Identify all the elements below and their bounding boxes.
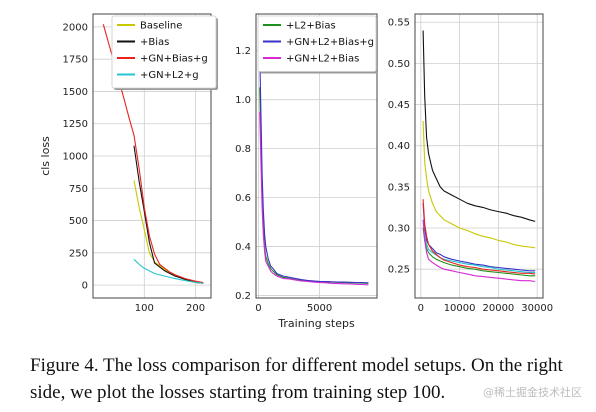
chart-panel-1: 100 200025050075010001250150017502000cls … <box>39 13 218 314</box>
x-tick-label: 200 <box>186 303 205 314</box>
x-tick-label: 10000 <box>444 303 476 314</box>
y-tick-label: 0.25 <box>388 265 410 276</box>
legend-entry: +Bias <box>140 37 169 48</box>
legend-entry: Baseline <box>140 21 182 32</box>
plot-frame <box>255 13 378 299</box>
y-tick-label: 0.2 <box>235 291 251 302</box>
x-tick-label: 0 <box>418 303 424 314</box>
plot-frame <box>414 13 544 299</box>
x-tick-label: 30000 <box>521 303 553 314</box>
figure-caption: Figure 4. The loss comparison for differ… <box>30 355 563 403</box>
legend-box <box>257 15 377 72</box>
y-tick-label: 250 <box>69 248 88 259</box>
y-tick-label: 1.0 <box>235 95 251 106</box>
y-tick-label: 750 <box>69 184 88 195</box>
y-tick-label: 0.30 <box>388 224 410 235</box>
series-line-1 <box>422 30 536 222</box>
y-tick-label: 0.6 <box>235 193 251 204</box>
x-axis-label: Training steps <box>277 317 355 330</box>
y-tick-label: 0.8 <box>235 144 251 155</box>
legend-entry: +L2+Bias <box>286 21 336 32</box>
series-line-6 <box>422 219 536 283</box>
legend-box <box>111 15 217 89</box>
y-tick-label: 1250 <box>63 119 88 130</box>
y-axis-label: cls loss <box>39 136 52 176</box>
y-tick-label: 500 <box>69 216 88 227</box>
series-line-7 <box>422 199 536 275</box>
series-line-3 <box>259 111 369 286</box>
y-tick-label: 0.35 <box>388 182 410 193</box>
y-tick-label: 1500 <box>63 87 88 98</box>
series-line-2 <box>422 120 536 249</box>
watermark: @稀土掘金技术社区 <box>483 386 582 399</box>
series-line-5 <box>422 227 536 277</box>
legend: Baseline +Bias +GN+Bias+g +GN+L2+g <box>111 15 218 90</box>
series-line-2 <box>133 145 204 284</box>
y-tick-label: 0.4 <box>235 242 251 253</box>
plot-area <box>415 14 543 298</box>
y-tick-label: 1000 <box>63 152 88 163</box>
y-tick-label: 0.50 <box>388 59 410 70</box>
y-tick-label: 0.55 <box>388 18 410 29</box>
series-line-4 <box>133 258 204 284</box>
legend-entry: +GN+L2+g <box>140 70 199 81</box>
figure-panels: 100 200025050075010001250150017502000cls … <box>39 13 553 330</box>
chart-panel-2: 0 5000 0.2 0.4 0.6 0.8 1.0 1.2 Training steps +L2… <box>235 13 378 330</box>
chart-panel-3: 0 10000 20000 30000 0.25 0.30 0.35 0.40 0.45 0.50… <box>388 13 553 314</box>
y-tick-label: 0 <box>82 281 88 292</box>
y-tick-label: 2000 <box>63 22 88 33</box>
plot-frame <box>92 13 212 299</box>
x-tick-label: 20000 <box>482 303 514 314</box>
series-line-2 <box>259 50 369 284</box>
x-tick-label: 100 <box>135 303 154 314</box>
x-tick-label: 5000 <box>307 303 332 314</box>
series-line-4 <box>422 219 536 274</box>
y-tick-label: 1750 <box>63 55 88 66</box>
x-tick-label: 0 <box>255 303 261 314</box>
y-tick-label: 0.45 <box>388 100 410 111</box>
y-tick-label: 0.40 <box>388 141 410 152</box>
legend-entry: +GN+Bias+g <box>140 54 208 65</box>
y-tick-label: 1.2 <box>235 46 251 57</box>
legend-entry: +GN+L2+Bias+g <box>286 37 374 48</box>
legend: +L2+Bias +GN+L2+Bias+g +GN+L2+Bias <box>257 15 378 74</box>
legend-entry: +GN+L2+Bias <box>286 54 359 65</box>
